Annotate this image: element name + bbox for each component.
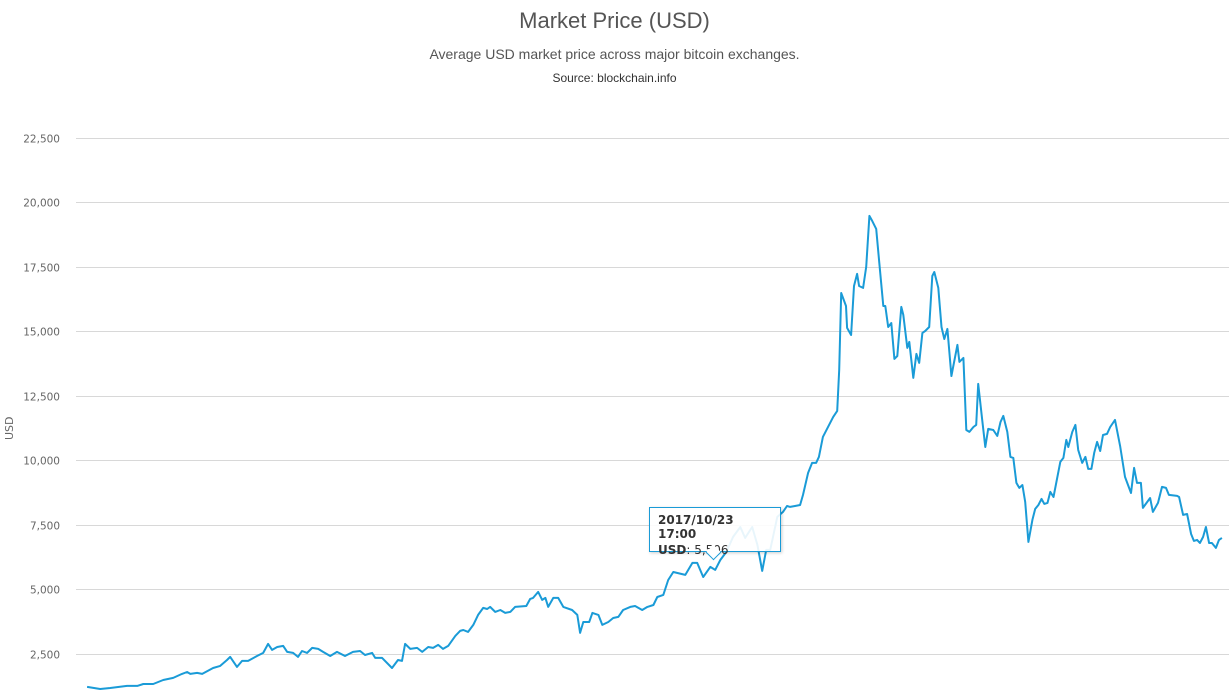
chart-source: Source: blockchain.info (552, 71, 677, 85)
chart-subtitle: Average USD market price across major bi… (429, 46, 800, 62)
y-axis-label: USD (3, 416, 16, 440)
y-tick-label: 7,500 (30, 521, 60, 533)
y-tick-label: 20,000 (23, 198, 60, 210)
chart-title: Market Price (USD) (519, 8, 710, 33)
y-tick-label: 12,500 (23, 392, 60, 404)
tooltip-date: 2017/10/23 17:00 (658, 513, 734, 541)
y-tick-label: 22,500 (23, 134, 60, 146)
series-line-usd[interactable] (86, 214, 1223, 690)
y-tick-label: 10,000 (23, 456, 60, 468)
tooltip: 2017/10/23 17:00 USD: 5,506 (649, 507, 781, 561)
y-tick-label: 2,500 (30, 650, 60, 662)
tooltip-series-label: USD (658, 543, 687, 557)
y-tick-label: 5,000 (30, 585, 60, 597)
y-tick-label: 15,000 (23, 327, 60, 339)
series-group (86, 214, 1223, 690)
y-tick-label: 17,500 (23, 263, 60, 275)
y-axis-ticks: 2,500 5,000 7,500 10,000 12,500 15,000 17,500 2… (23, 134, 60, 662)
gridlines (76, 138, 1229, 655)
